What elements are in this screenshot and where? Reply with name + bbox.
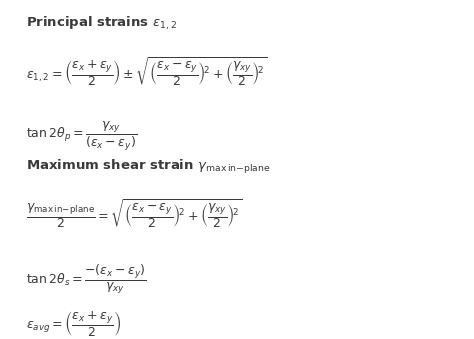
Text: Principal strains $\varepsilon_{1,2}$: Principal strains $\varepsilon_{1,2}$ bbox=[26, 15, 177, 33]
Text: $\varepsilon_{1,2} = \left(\dfrac{\varepsilon_x + \varepsilon_y}{2}\right) \pm \: $\varepsilon_{1,2} = \left(\dfrac{\varep… bbox=[26, 56, 267, 89]
Text: $\tan 2\theta_s = \dfrac{-\left(\varepsilon_x - \varepsilon_y\right)}{\gamma_{xy: $\tan 2\theta_s = \dfrac{-\left(\varepsi… bbox=[26, 263, 146, 296]
Text: $\varepsilon_{avg} = \left(\dfrac{\varepsilon_x + \varepsilon_y}{2}\right)$: $\varepsilon_{avg} = \left(\dfrac{\varep… bbox=[26, 310, 121, 339]
Text: $\tan 2\theta_p = \dfrac{\gamma_{xy}}{\left(\varepsilon_x - \varepsilon_y\right): $\tan 2\theta_p = \dfrac{\gamma_{xy}}{\l… bbox=[26, 120, 137, 154]
Text: $\dfrac{\gamma_{\mathrm{max\,in{-}plane}}}{2} = \sqrt{\left(\dfrac{\varepsilon_x: $\dfrac{\gamma_{\mathrm{max\,in{-}plane}… bbox=[26, 198, 242, 231]
Text: Maximum shear strain $\gamma_{\mathrm{max\,in{-}plane}}$: Maximum shear strain $\gamma_{\mathrm{ma… bbox=[26, 158, 271, 176]
